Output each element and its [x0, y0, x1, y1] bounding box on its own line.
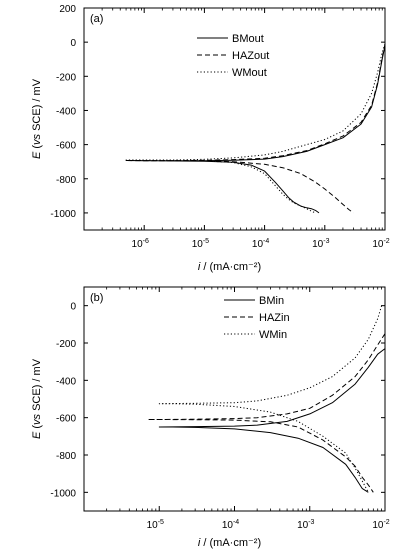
x-tick-label: 10-2 [372, 519, 389, 531]
y-tick-label: -200 [56, 72, 76, 83]
y-axis-label: E (vs SCE) / mV [31, 358, 43, 439]
y-tick-label: -1000 [50, 209, 76, 220]
x-tick-label: 10-3 [312, 238, 329, 250]
series-line-WMout [125, 43, 385, 214]
y-tick-label: -600 [56, 414, 76, 425]
legend-label-BMout: BMout [232, 33, 264, 45]
y-tick-label: -200 [56, 339, 76, 350]
x-tick-label: 10-4 [252, 238, 269, 250]
x-axis-label: i / (mA·cm⁻²) [198, 537, 261, 549]
y-tick-label: 0 [70, 302, 76, 313]
chart-a: (a) 200 0 -200 -400 -600 -800 -1000 10-6 10-5 10-4… [31, 4, 390, 273]
x-tick-label: 10-4 [222, 519, 239, 531]
series-line-WMin [158, 305, 383, 493]
panel-label: (b) [90, 292, 103, 304]
y-tick-label: -400 [56, 106, 76, 117]
legend-label-WMout: WMout [232, 67, 267, 79]
y-tick-label: 0 [70, 38, 76, 49]
legend-label-BMin: BMin [259, 295, 284, 307]
x-tick-label: 10-6 [132, 238, 149, 250]
y-tick-label: -600 [56, 141, 76, 152]
x-tick-label: 10-5 [192, 238, 209, 250]
series-line-BMin [158, 348, 385, 493]
panel-label: (a) [90, 13, 103, 25]
y-tick-label: -800 [56, 175, 76, 186]
legend-label-HAZout: HAZout [232, 50, 269, 62]
series-line-HAZin [147, 333, 385, 493]
chart-b: (b) 0 -200 -400 -600 -800 -1000 10-5 10-4 10-3 10-… [31, 286, 390, 549]
y-tick-label: -1000 [50, 488, 76, 499]
series-line-BMout [125, 45, 385, 214]
x-tick-label: 10-5 [147, 519, 164, 531]
y-tick-label: -800 [56, 451, 76, 462]
legend-label-HAZin: HAZin [259, 312, 290, 324]
y-tick-label: -400 [56, 376, 76, 387]
plot-frame [83, 286, 386, 512]
x-axis-label: i / (mA·cm⁻²) [198, 261, 261, 273]
legend-label-WMin: WMin [259, 329, 287, 341]
x-tick-label: 10-2 [372, 238, 389, 250]
plot-frame [83, 7, 386, 231]
x-tick-label: 10-3 [297, 519, 314, 531]
y-axis-label: E (vs SCE) / mV [31, 78, 43, 159]
series-line-HAZout [125, 43, 385, 214]
y-tick-label: 200 [59, 4, 76, 15]
